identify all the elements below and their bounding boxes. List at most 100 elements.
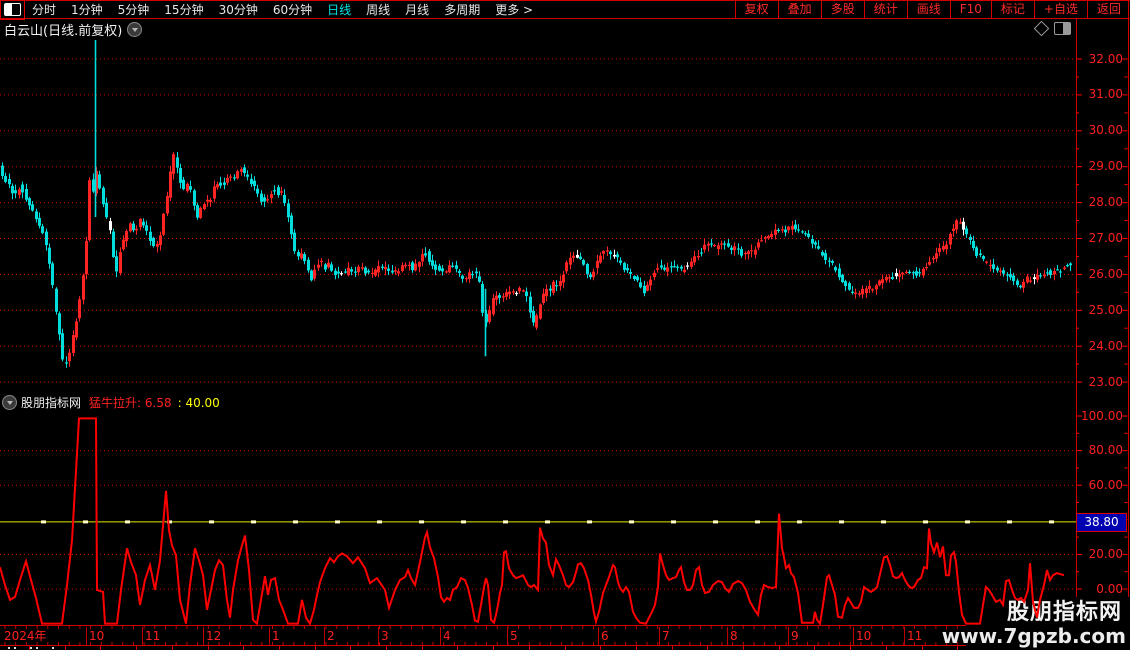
month-separator xyxy=(378,627,379,645)
sliver-mark xyxy=(743,646,744,650)
tab-5min[interactable]: 5分钟 xyxy=(117,2,150,17)
indicator-axis-label: 80.00 xyxy=(1088,443,1123,457)
tab-daily[interactable]: 日线 xyxy=(327,2,352,17)
sliver-mark xyxy=(850,646,851,650)
sliver-text-fragment xyxy=(8,647,10,649)
action-toolbar: 复权 叠加 多股 统计 画线 F10 标记 +自选 返回 xyxy=(734,0,1130,19)
sliver-mark xyxy=(600,646,601,650)
month-separator xyxy=(440,627,441,645)
month-separator xyxy=(853,627,854,645)
window-right-border xyxy=(1128,0,1129,650)
indicator-axis-label: 0.00 xyxy=(1096,582,1123,596)
tab-monthly[interactable]: 月线 xyxy=(405,2,430,17)
panel-right-icon[interactable] xyxy=(1054,22,1071,35)
panel-left-icon xyxy=(4,3,21,16)
sliver-mark xyxy=(565,646,566,650)
tab-15min[interactable]: 15分钟 xyxy=(164,2,204,17)
chart-title-bar: 白云山(日线.前复权) xyxy=(0,19,1076,39)
time-axis-label: 11 xyxy=(145,629,161,643)
indicator-axis-label: 60.00 xyxy=(1088,478,1123,492)
tab-weekly[interactable]: 周线 xyxy=(366,2,391,17)
price-axis-label: 30.00 xyxy=(1088,123,1123,137)
sliver-text-fragment xyxy=(30,647,32,649)
time-axis-label: 9 xyxy=(791,629,799,643)
time-axis-label: 1 xyxy=(272,629,280,643)
watermark-url: www.7gpzb.com xyxy=(941,623,1126,648)
time-axis-label: 6 xyxy=(601,629,609,643)
sliver-text-fragment xyxy=(36,647,38,649)
price-axis-label: 29.00 xyxy=(1088,159,1123,173)
sliver-mark xyxy=(707,646,708,650)
status-bar-sliver xyxy=(0,646,1130,650)
button-back[interactable]: 返回 xyxy=(1086,0,1130,19)
sliver-mark xyxy=(672,646,673,650)
sliver-mark xyxy=(814,646,815,650)
sliver-text-fragment xyxy=(52,647,54,649)
indicator-chart[interactable] xyxy=(0,410,1076,625)
tab-multi-period[interactable]: 多周期 xyxy=(444,2,481,17)
month-separator xyxy=(142,627,143,645)
tab-1min[interactable]: 1分钟 xyxy=(71,2,103,17)
chevron-down-icon[interactable] xyxy=(127,21,143,37)
button-add-watchlist[interactable]: +自选 xyxy=(1033,0,1087,19)
sliver-mark xyxy=(100,646,101,650)
month-separator xyxy=(86,627,87,645)
sliver-mark xyxy=(243,646,244,650)
sliver-mark xyxy=(529,646,530,650)
price-axis-label: 23.00 xyxy=(1088,375,1123,389)
sliver-mark xyxy=(886,646,887,650)
month-separator xyxy=(788,627,789,645)
candlestick-chart[interactable] xyxy=(0,40,1076,394)
window-top-border xyxy=(0,0,1130,1)
time-axis-label: 2 xyxy=(327,629,335,643)
month-separator xyxy=(203,627,204,645)
period-tabs: 分时 1分钟 5分钟 15分钟 30分钟 60分钟 日线 周线 月线 多周期 更… xyxy=(32,1,533,19)
sliver-mark xyxy=(957,646,958,650)
panel-toggle-button[interactable] xyxy=(0,0,25,20)
watermark-site-name: 股朋指标网 xyxy=(1006,599,1122,625)
sliver-mark xyxy=(172,646,173,650)
time-axis[interactable]: 2024年 10 11 12 1 2 3 4 5 6 7 8 9 10 11 xyxy=(0,626,1130,646)
diamond-icon[interactable] xyxy=(1033,20,1050,37)
price-axis-label: 31.00 xyxy=(1088,87,1123,101)
indicator-name-value: 猛牛拉升: 6.58 xyxy=(89,396,172,410)
indicator-source-label: 股朋指标网 xyxy=(21,396,82,410)
indicator-axis-label: 100.00 xyxy=(1081,409,1123,423)
price-axis-label: 26.00 xyxy=(1088,267,1123,281)
time-axis-bottom-border xyxy=(0,645,1130,646)
sliver-mark xyxy=(922,646,923,650)
price-axis-label: 24.00 xyxy=(1088,339,1123,353)
month-separator xyxy=(269,627,270,645)
tab-intraday[interactable]: 分时 xyxy=(32,2,57,17)
button-multi-stock[interactable]: 多股 xyxy=(820,0,864,19)
sliver-mark xyxy=(493,646,494,650)
button-adjust-price[interactable]: 复权 xyxy=(734,0,778,19)
button-mark[interactable]: 标记 xyxy=(990,0,1034,19)
time-axis-label: 3 xyxy=(381,629,389,643)
button-statistics[interactable]: 统计 xyxy=(863,0,907,19)
time-axis-label: 12 xyxy=(206,629,222,643)
month-separator xyxy=(324,627,325,645)
indicator-header: 股朋指标网 猛牛拉升: 6.58 : 40.00 xyxy=(0,395,1076,410)
indicator-threshold-label: : 40.00 xyxy=(177,395,220,410)
chevron-down-icon[interactable] xyxy=(2,395,17,410)
month-separator xyxy=(904,627,905,645)
axis-ticks xyxy=(1076,58,1128,590)
sliver-mark xyxy=(350,646,351,650)
sliver-mark xyxy=(457,646,458,650)
time-axis-label: 5 xyxy=(510,629,518,643)
time-axis-label: 7 xyxy=(662,629,670,643)
button-f10[interactable]: F10 xyxy=(949,0,991,19)
axis-divider xyxy=(1076,19,1077,646)
time-axis-label: 8 xyxy=(730,629,738,643)
button-overlay[interactable]: 叠加 xyxy=(777,0,821,19)
tab-more[interactable]: 更多 > xyxy=(495,2,534,17)
toolbar-divider xyxy=(0,18,1130,19)
month-separator xyxy=(727,627,728,645)
tab-60min[interactable]: 60分钟 xyxy=(272,2,313,17)
button-draw-line[interactable]: 画线 xyxy=(906,0,950,19)
sliver-mark xyxy=(636,646,637,650)
month-separator xyxy=(659,627,660,645)
tab-30min[interactable]: 30分钟 xyxy=(218,2,258,17)
